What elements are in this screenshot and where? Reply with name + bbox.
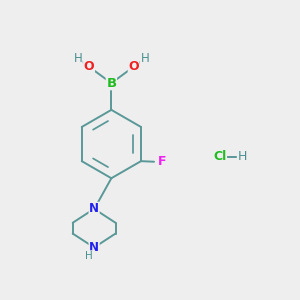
Text: N: N [89, 241, 99, 254]
Text: O: O [84, 60, 94, 73]
Text: H: H [74, 52, 82, 65]
Text: O: O [128, 60, 139, 73]
Text: H: H [141, 52, 149, 65]
Text: N: N [89, 202, 99, 215]
Text: H: H [85, 251, 93, 261]
Text: H: H [238, 150, 247, 163]
Text: Cl: Cl [213, 150, 226, 163]
Text: F: F [158, 155, 166, 168]
Text: B: B [106, 76, 116, 90]
